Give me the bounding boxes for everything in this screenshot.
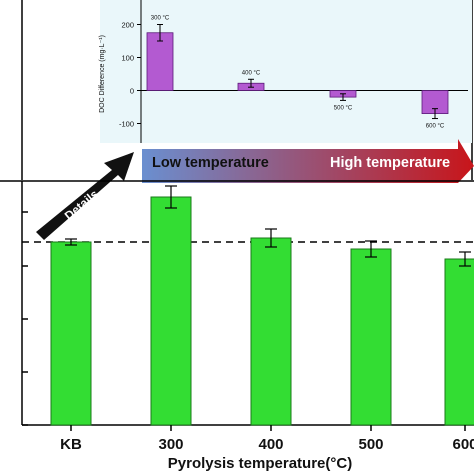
inset-data-label: 400 °C — [242, 70, 261, 76]
x-axis-title: Pyrolysis temperature(°C) — [168, 455, 352, 472]
main-x-tick-labels: KB 300 400 500 600 — [60, 425, 474, 453]
main-x-tick-label: 600 — [452, 436, 474, 453]
main-y-ticks — [22, 211, 28, 426]
main-x-tick-label: 500 — [358, 436, 383, 453]
inset-chart: -100 0 100 200 300 °C 400 °C 500 °C 600 °C DOC… — [99, 0, 472, 143]
main-x-tick-label: KB — [60, 436, 82, 453]
inset-bar — [146, 32, 174, 91]
inset-y-tick-label: 200 — [121, 21, 134, 30]
main-x-tick-label: 300 — [158, 436, 183, 453]
details-arrow: Details — [36, 152, 134, 240]
main-bar — [350, 248, 392, 426]
temperature-gradient-arrow — [142, 139, 474, 183]
main-x-tick-label: 400 — [258, 436, 283, 453]
details-label: Details — [62, 187, 101, 223]
inset-y-tick-label: -100 — [119, 120, 134, 129]
inset-y-tick-label: 100 — [121, 54, 134, 63]
main-bar — [50, 241, 92, 426]
details-arrow-shape — [36, 152, 134, 240]
inset-data-label: 600 °C — [426, 124, 445, 130]
main-bar — [150, 196, 192, 426]
main-chart: KB 300 400 500 600 Pyrolysis temperature(°C) — [0, 180, 474, 472]
inset-y-ticks: -100 0 100 200 — [119, 21, 141, 129]
inset-data-label: 500 °C — [334, 105, 353, 111]
temperature-arrow: Low temperature High temperature — [142, 139, 474, 183]
high-temperature-label: High temperature — [330, 155, 450, 171]
inset-bars: 300 °C 400 °C 500 °C 600 °C — [146, 16, 449, 130]
inset-y-tick-label: 0 — [130, 87, 134, 96]
low-temperature-label: Low temperature — [152, 155, 269, 171]
inset-data-label: 300 °C — [151, 16, 170, 22]
inset-y-axis-label: DOC Difference (mg·L⁻¹) — [99, 35, 106, 113]
main-bars — [50, 185, 474, 426]
main-bar — [444, 258, 474, 426]
main-bar — [250, 237, 292, 426]
